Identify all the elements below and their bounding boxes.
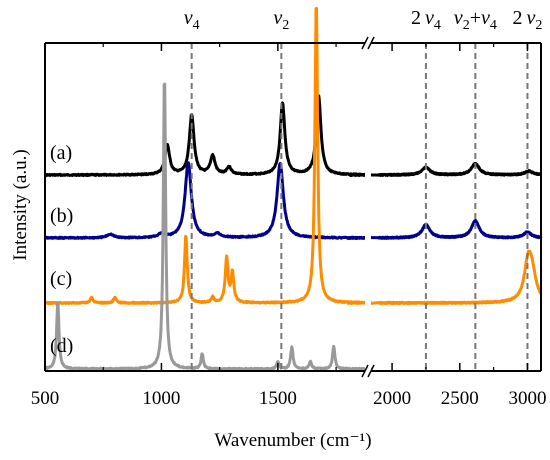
x-tick-label: 3000 [508,388,546,409]
mode-label-two-nu4: 2 ν4 [411,7,441,33]
series-line-low [44,94,372,177]
axis-break-mark [361,36,369,50]
axis-break-mark [367,364,375,378]
x-tick-label: 1000 [142,388,180,409]
series-line-low [44,82,373,371]
axis-break-mark [367,36,375,50]
series-label: (a) [50,142,72,164]
series-line-low [43,6,372,305]
series-line-high [346,249,543,305]
series-label: (d) [50,335,73,357]
series-label: (b) [50,205,73,227]
mode-label-nu2-plus-nu4: ν2+ν4 [454,7,497,33]
mode-label-nu2: ν2 [273,7,289,33]
series-labels: (a) (b) (c) (d) [50,142,73,357]
axis-break-mark [361,364,369,378]
series-line-high [346,161,543,177]
series-2 [43,161,543,240]
x-tick-label: 500 [31,388,60,409]
mode-label-two-nu2: 2 ν2 [513,7,543,33]
mode-label-nu4: ν4 [184,7,200,33]
series-4 [44,82,373,371]
series-line-low [43,161,372,240]
chart-axes: 500 1000 1500 2000 2500 3000 [31,36,546,409]
series-3 [43,6,543,305]
chart-marks [43,6,543,371]
x-tick-label: 2500 [441,388,479,409]
y-axis-label: Intensity (a.u.) [10,149,31,260]
top-annotations: ν4 ν2 2 ν4 ν2+ν4 2 ν2 [184,7,543,371]
series-label: (c) [50,268,72,290]
axis-break-gap [365,40,371,374]
x-tick-label: 1500 [259,388,297,409]
x-axis-label: Wavenumber (cm⁻¹) [214,430,371,451]
series-line-high [346,218,543,240]
series-1 [44,94,543,177]
x-tick-label: 2000 [373,388,411,409]
